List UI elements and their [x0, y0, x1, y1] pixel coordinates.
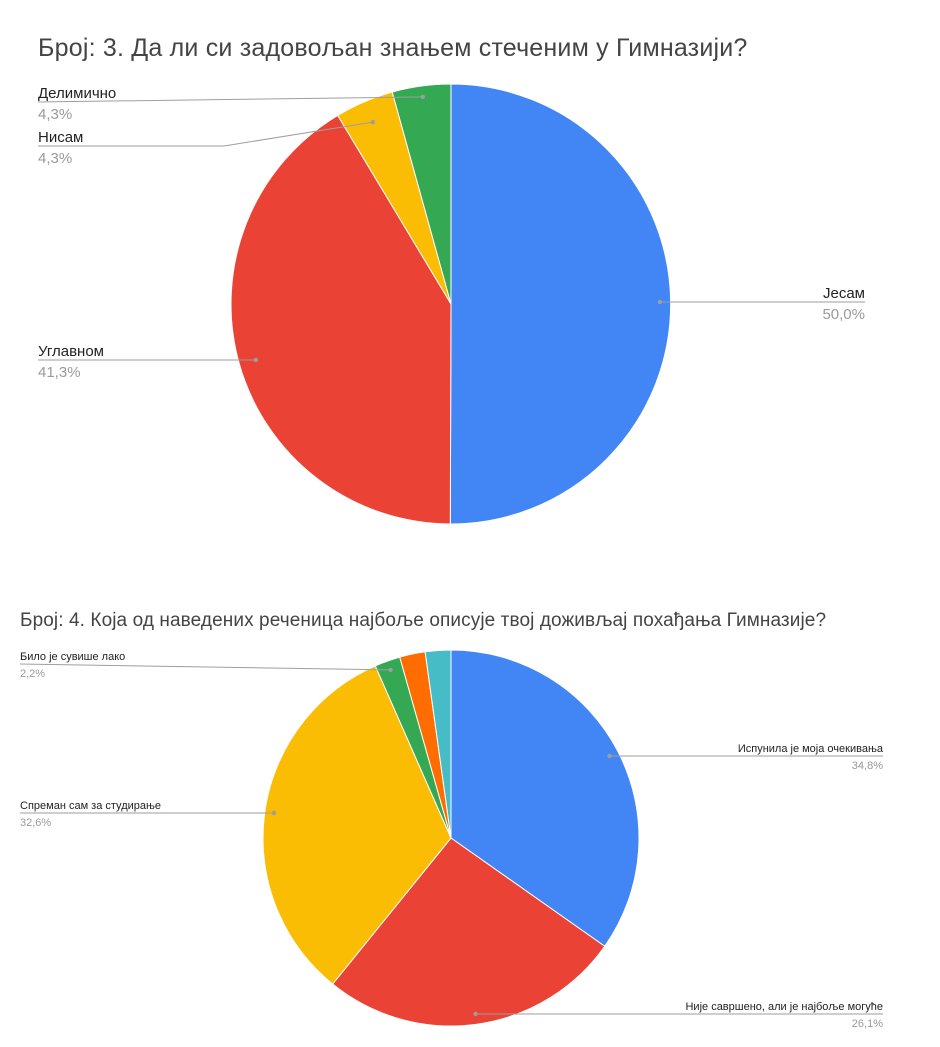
leader-dot	[253, 357, 259, 363]
pie-slice	[450, 649, 640, 947]
leader-dot	[271, 810, 277, 816]
leader-line	[19, 663, 391, 671]
pie-slice	[331, 837, 606, 1027]
slice-label: Спреман сам за студирање	[20, 800, 161, 812]
chart-title: Број: 3. Да ли си задовољан знањем стече…	[38, 34, 748, 62]
chart-title: Број: 4. Која од наведених реченица најб…	[20, 610, 827, 631]
pie-slice	[449, 83, 672, 525]
leader-dot	[420, 94, 425, 100]
leader-dot	[370, 119, 376, 125]
slice-percent: 32,6%	[20, 817, 51, 829]
slice-percent: 2,2%	[20, 668, 45, 680]
pie-slice	[424, 649, 452, 839]
pie-slice	[230, 114, 452, 525]
slice-percent: 41,3%	[38, 364, 81, 381]
slice-label: Нисам	[38, 129, 83, 146]
leader-dot	[388, 667, 393, 673]
pie-chart: Јесам 50,0% Углавном 41,3% Нисам 4,3% Делимичн…	[37, 83, 865, 525]
slice-percent: 4,3%	[38, 150, 72, 167]
slice-percent: 50,0%	[822, 306, 865, 323]
slice-percent: 4,3%	[38, 106, 72, 123]
slice-percent: 34,8%	[852, 760, 883, 772]
slice-label: Није савршено, али је најбоље могуће	[685, 1001, 883, 1013]
slice-percent: 26,1%	[852, 1018, 883, 1030]
pie-chart: Испунила је моја очекивања 34,8% Није савр…	[19, 649, 884, 1030]
chart-experience: Број: 4. Која од наведених реченица најб…	[0, 600, 940, 1047]
slice-label: Јесам	[823, 285, 865, 302]
chart-satisfaction-knowledge: Број: 3. Да ли си задовољан знањем стече…	[37, 34, 865, 525]
leader-line	[37, 96, 423, 103]
leader-dot	[473, 1011, 478, 1017]
slice-label: Углавном	[38, 343, 104, 360]
leader-dot	[657, 299, 663, 305]
leader-line	[38, 121, 373, 147]
slice-label: Било је сувише лако	[20, 651, 125, 663]
slice-label: Делимично	[38, 85, 116, 102]
leader-dot	[607, 753, 612, 759]
pie-slice	[391, 83, 452, 305]
slice-label: Испунила је моја очекивања	[738, 743, 884, 755]
